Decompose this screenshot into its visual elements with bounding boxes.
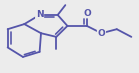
Text: O: O xyxy=(98,29,105,38)
Text: N: N xyxy=(36,10,43,19)
Text: O: O xyxy=(83,9,91,18)
